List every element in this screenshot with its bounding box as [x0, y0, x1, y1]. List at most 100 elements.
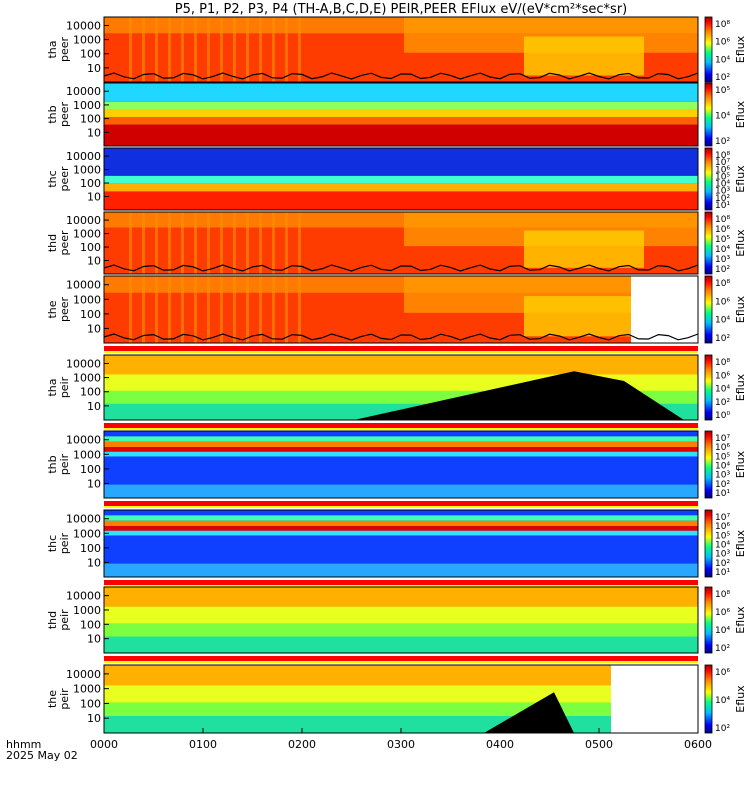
y-tick-label: 100 [80, 48, 101, 61]
colorbar-tick-label: 10² [715, 194, 730, 204]
colorbar-tick-label: 10² [715, 398, 730, 408]
panel-label: thdpeer [46, 230, 71, 256]
panel-frame [103, 354, 699, 421]
panel-frame [103, 275, 699, 344]
y-tick-label: 10000 [66, 214, 101, 227]
colorbar-tick-label: 10⁵ [715, 531, 730, 541]
panel-frame [103, 211, 699, 275]
y-tick-label: 1000 [73, 527, 101, 540]
panel-frame [103, 430, 699, 499]
colorbar-tick-label: 10⁴ [715, 696, 730, 706]
y-tick-label: 1000 [73, 293, 101, 306]
y-tick-label: 100 [80, 113, 101, 126]
panel-label: thepeer [46, 297, 71, 323]
y-tick-label: 1000 [73, 99, 101, 112]
y-tick-label: 10 [87, 255, 101, 268]
colorbar-tick-label: 10⁶ [715, 371, 730, 381]
colorbar-tick-label: 10⁵ [715, 452, 730, 462]
x-tick-label: 0400 [486, 738, 514, 751]
colorbar-tick-label: 10⁸ [715, 279, 730, 289]
colorbar-tick-label: 10⁴ [715, 180, 730, 190]
colorbar-tick-label: 10⁸ [715, 215, 730, 225]
colorbar [704, 430, 713, 499]
y-tick-label: 100 [80, 386, 101, 399]
colorbar-tick-label: 10⁶ [715, 668, 730, 678]
y-tick-label: 10 [87, 477, 101, 490]
colorbar-tick-label: 10¹ [715, 568, 730, 578]
colorbar-tick-label: 10⁶ [715, 38, 730, 48]
panel-label: thbpeer [46, 102, 71, 128]
colorbar-tick-label: 10² [715, 265, 730, 275]
status-bar [104, 501, 698, 506]
colorbar-tick-label: 10⁷ [715, 513, 730, 523]
colorbar-tick-label: 10⁴ [715, 55, 730, 65]
colorbar-tick-label: 10⁸ [715, 20, 730, 30]
y-tick-label: 1000 [73, 604, 101, 617]
y-tick-label: 10000 [66, 434, 101, 447]
colorbar-tick-label: 10⁰ [715, 411, 730, 421]
y-tick-label: 10000 [66, 668, 101, 681]
y-tick-label: 10 [87, 126, 101, 139]
colorbar-tick-label: 10⁶ [715, 297, 730, 307]
y-tick-label: 10 [87, 633, 101, 646]
colorbar [704, 82, 713, 147]
y-tick-label: 100 [80, 241, 101, 254]
y-tick-label: 1000 [73, 448, 101, 461]
colorbar-label: Eflux [734, 35, 747, 63]
colorbar-label: Eflux [734, 165, 747, 193]
status-bar [104, 423, 698, 428]
colorbar [704, 509, 713, 578]
colorbar-tick-label: 10⁶ [715, 443, 730, 453]
y-tick-label: 10 [87, 62, 101, 75]
x-tick-label: 0200 [288, 738, 316, 751]
colorbar-tick-label: 10⁴ [715, 385, 730, 395]
colorbar-tick-label: 10³ [715, 255, 730, 265]
colorbar-label: Eflux [734, 685, 747, 713]
colorbar-tick-label: 10² [715, 644, 730, 654]
colorbar [704, 664, 713, 734]
colorbar-tick-label: 10² [715, 137, 730, 147]
x-tick-label: 0100 [189, 738, 217, 751]
y-tick-label: 1000 [73, 683, 101, 696]
y-tick-label: 10000 [66, 19, 101, 32]
colorbar [704, 211, 713, 275]
y-tick-label: 100 [80, 697, 101, 710]
colorbar-tick-label: 10² [715, 724, 730, 734]
colorbar-tick-label: 10² [715, 73, 730, 83]
y-tick-label: 10000 [66, 513, 101, 526]
colorbar-label: Eflux [734, 606, 747, 634]
colorbar-tick-label: 10⁵ [715, 172, 730, 182]
colorbar-tick-label: 10⁴ [715, 316, 730, 326]
colorbar-tick-label: 10² [715, 559, 730, 569]
colorbar-tick-label: 10⁵ [715, 235, 730, 245]
status-bar [104, 580, 698, 585]
colorbar-tick-label: 10³ [715, 550, 730, 560]
panel-label: thbpeir [46, 453, 71, 475]
colorbar-tick-label: 10¹ [715, 201, 730, 211]
colorbar [704, 354, 713, 421]
colorbar-tick-label: 10⁴ [715, 626, 730, 636]
colorbar-tick-label: 10⁴ [715, 112, 730, 122]
colorbar-tick-label: 10⁴ [715, 245, 730, 255]
x-tick-label: 0300 [387, 738, 415, 751]
x-tick-label: 0500 [585, 738, 613, 751]
colorbar-tick-label: 10² [715, 480, 730, 490]
panel-frame [103, 586, 699, 654]
colorbar-label: Eflux [734, 529, 747, 557]
colorbar-tick-label: 10⁶ [715, 522, 730, 532]
panel-frame [103, 147, 699, 211]
colorbar-tick-label: 10⁷ [715, 158, 730, 168]
colorbar-tick-label: 10² [715, 334, 730, 344]
colorbar-tick-label: 10⁸ [715, 358, 730, 368]
status-bar [104, 346, 698, 351]
colorbar-tick-label: 10⁶ [715, 608, 730, 618]
x-tick-label: 0000 [90, 738, 118, 751]
